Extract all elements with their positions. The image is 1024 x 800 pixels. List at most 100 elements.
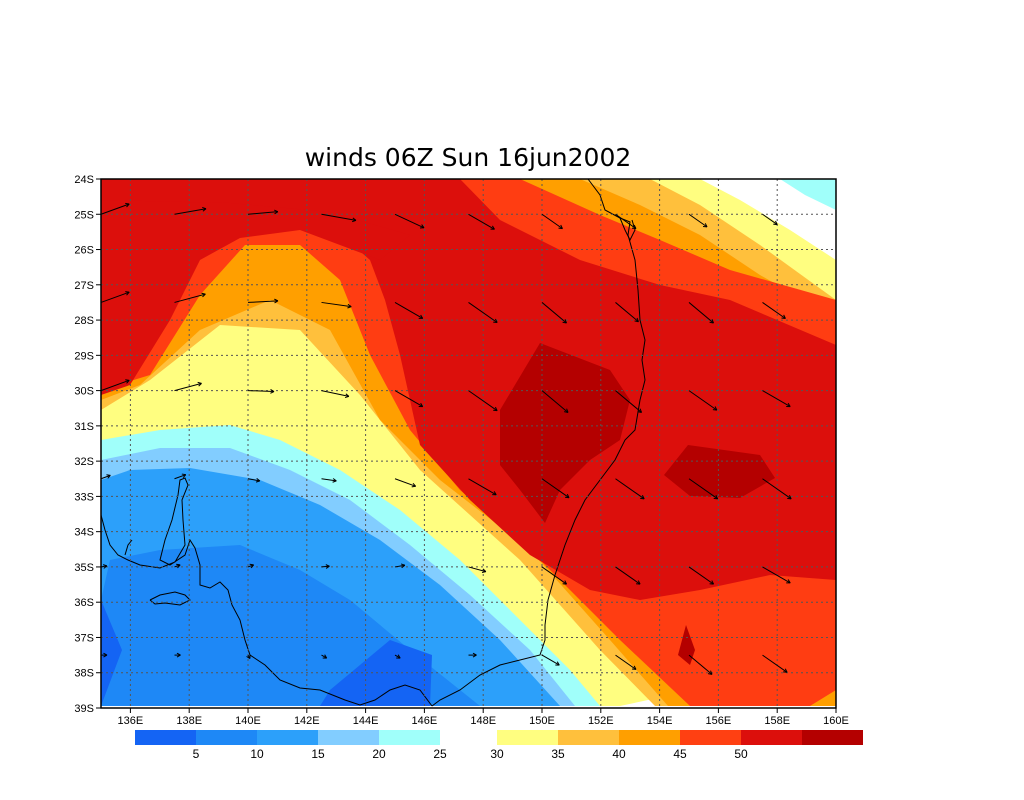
wind-arrow (247, 209, 279, 215)
colorbar-swatch (680, 730, 741, 745)
colorbar-swatch (741, 730, 802, 745)
wind-arrow (468, 652, 477, 658)
wind-arrow (688, 566, 715, 585)
wind-arrow (688, 390, 718, 411)
plot-area (101, 179, 836, 708)
wind-arrow (394, 563, 406, 569)
band-dark-red-a (500, 343, 630, 523)
wind-arrow (174, 473, 187, 480)
wind-arrow (468, 566, 487, 574)
wind-arrow (394, 302, 424, 319)
wind-arrow (321, 564, 330, 569)
wind-arrow (541, 654, 560, 666)
wind-arrow (174, 381, 202, 392)
wind-arrow (615, 566, 641, 585)
wind-arrow (100, 474, 111, 480)
colorbar-label: 15 (311, 747, 325, 761)
colorbar-label: 50 (734, 747, 748, 761)
lat-tick-label: 26S (74, 245, 94, 257)
colorbar-swatch (318, 730, 379, 745)
colorbar-label: 5 (193, 747, 200, 761)
lat-tick-label: 32S (74, 456, 94, 468)
lat-tick-label: 29S (74, 350, 94, 362)
colorbar-swatch (196, 730, 257, 745)
lat-tick-label: 25S (74, 209, 94, 221)
wind-arrow (468, 302, 498, 324)
wind-arrow (321, 213, 357, 223)
wind-arrow (247, 298, 279, 304)
wind-arrow (615, 390, 643, 413)
lon-tick-label: 148E (470, 715, 496, 727)
wind-arrow (100, 379, 130, 392)
wind-arrow (174, 292, 206, 303)
wind-arrow (321, 478, 337, 483)
wind-arrow (615, 302, 639, 323)
wind-arrow (468, 213, 495, 230)
map-title: winds 06Z Sun 16jun2002 (305, 143, 632, 172)
wind-arrow (615, 213, 637, 230)
lon-tick-label: 156E (706, 715, 732, 727)
lon-tick-label: 146E (412, 715, 438, 727)
wind-arrow (762, 390, 791, 408)
band-ne-cyan (780, 179, 836, 210)
band-dark-red-b (664, 445, 775, 498)
wind-arrow (321, 301, 352, 309)
colorbar-label: 40 (612, 747, 626, 761)
wind-arrow (615, 654, 637, 670)
wind-arrow (321, 654, 328, 659)
lat-tick-label: 24S (74, 174, 94, 186)
wind-arrow (394, 654, 401, 659)
colorbar-label: 35 (551, 747, 565, 761)
colorbar-swatch (379, 730, 440, 745)
lon-tick-label: 142E (294, 715, 320, 727)
lat-tick-label: 35S (74, 562, 94, 574)
lon-tick-label: 144E (353, 715, 379, 727)
wind-arrow (468, 478, 497, 496)
coastline-island (149, 591, 191, 606)
wind-arrow (101, 652, 108, 658)
colorbar-swatch (257, 730, 318, 745)
wind-arrow (541, 566, 568, 585)
coastline-south (100, 477, 433, 707)
lat-tick-label: 31S (74, 421, 94, 433)
lon-tick-label: 158E (764, 715, 790, 727)
wind-arrow (762, 478, 792, 500)
wind-arrow (541, 390, 569, 413)
lon-tick-label: 140E (235, 715, 261, 727)
lat-tick-label: 33S (74, 491, 94, 503)
lon-tick-label: 138E (176, 715, 202, 727)
wind-arrow (100, 564, 108, 569)
lat-tick-label: 39S (74, 703, 94, 715)
colorbar-swatch (558, 730, 619, 745)
wind-arrow (174, 206, 207, 215)
lon-tick-label: 152E (588, 715, 614, 727)
wind-arrow (100, 291, 130, 303)
lat-tick-label: 28S (74, 315, 94, 327)
band-ne-white (700, 179, 836, 260)
wind-arrow (100, 202, 130, 215)
wind-arrow (762, 213, 778, 226)
wind-arrow (247, 477, 261, 483)
lon-tick-label: 160E (823, 715, 849, 727)
colorbar-label: 25 (433, 747, 447, 761)
lon-tick-label: 154E (647, 715, 673, 727)
wind-arrow (174, 652, 181, 658)
wind-arrow (321, 390, 350, 399)
wind-arrow (688, 654, 713, 675)
lon-tick-label: 150E (529, 715, 555, 727)
wind-arrow (688, 213, 708, 228)
wind-arrow (468, 390, 498, 412)
colorbar-label: 45 (673, 747, 687, 761)
lat-tick-label: 34S (74, 527, 94, 539)
wind-arrow (762, 654, 788, 673)
wind-arrow (688, 478, 719, 500)
lat-tick-label: 30S (74, 386, 94, 398)
lat-tick-label: 36S (74, 597, 94, 609)
wind-arrow (247, 563, 255, 569)
colorbar-swatch (802, 730, 863, 745)
wind-arrow (247, 389, 275, 394)
band-blue-dark (101, 560, 122, 706)
wind-arrow (762, 302, 786, 319)
wind-arrow (615, 478, 645, 500)
